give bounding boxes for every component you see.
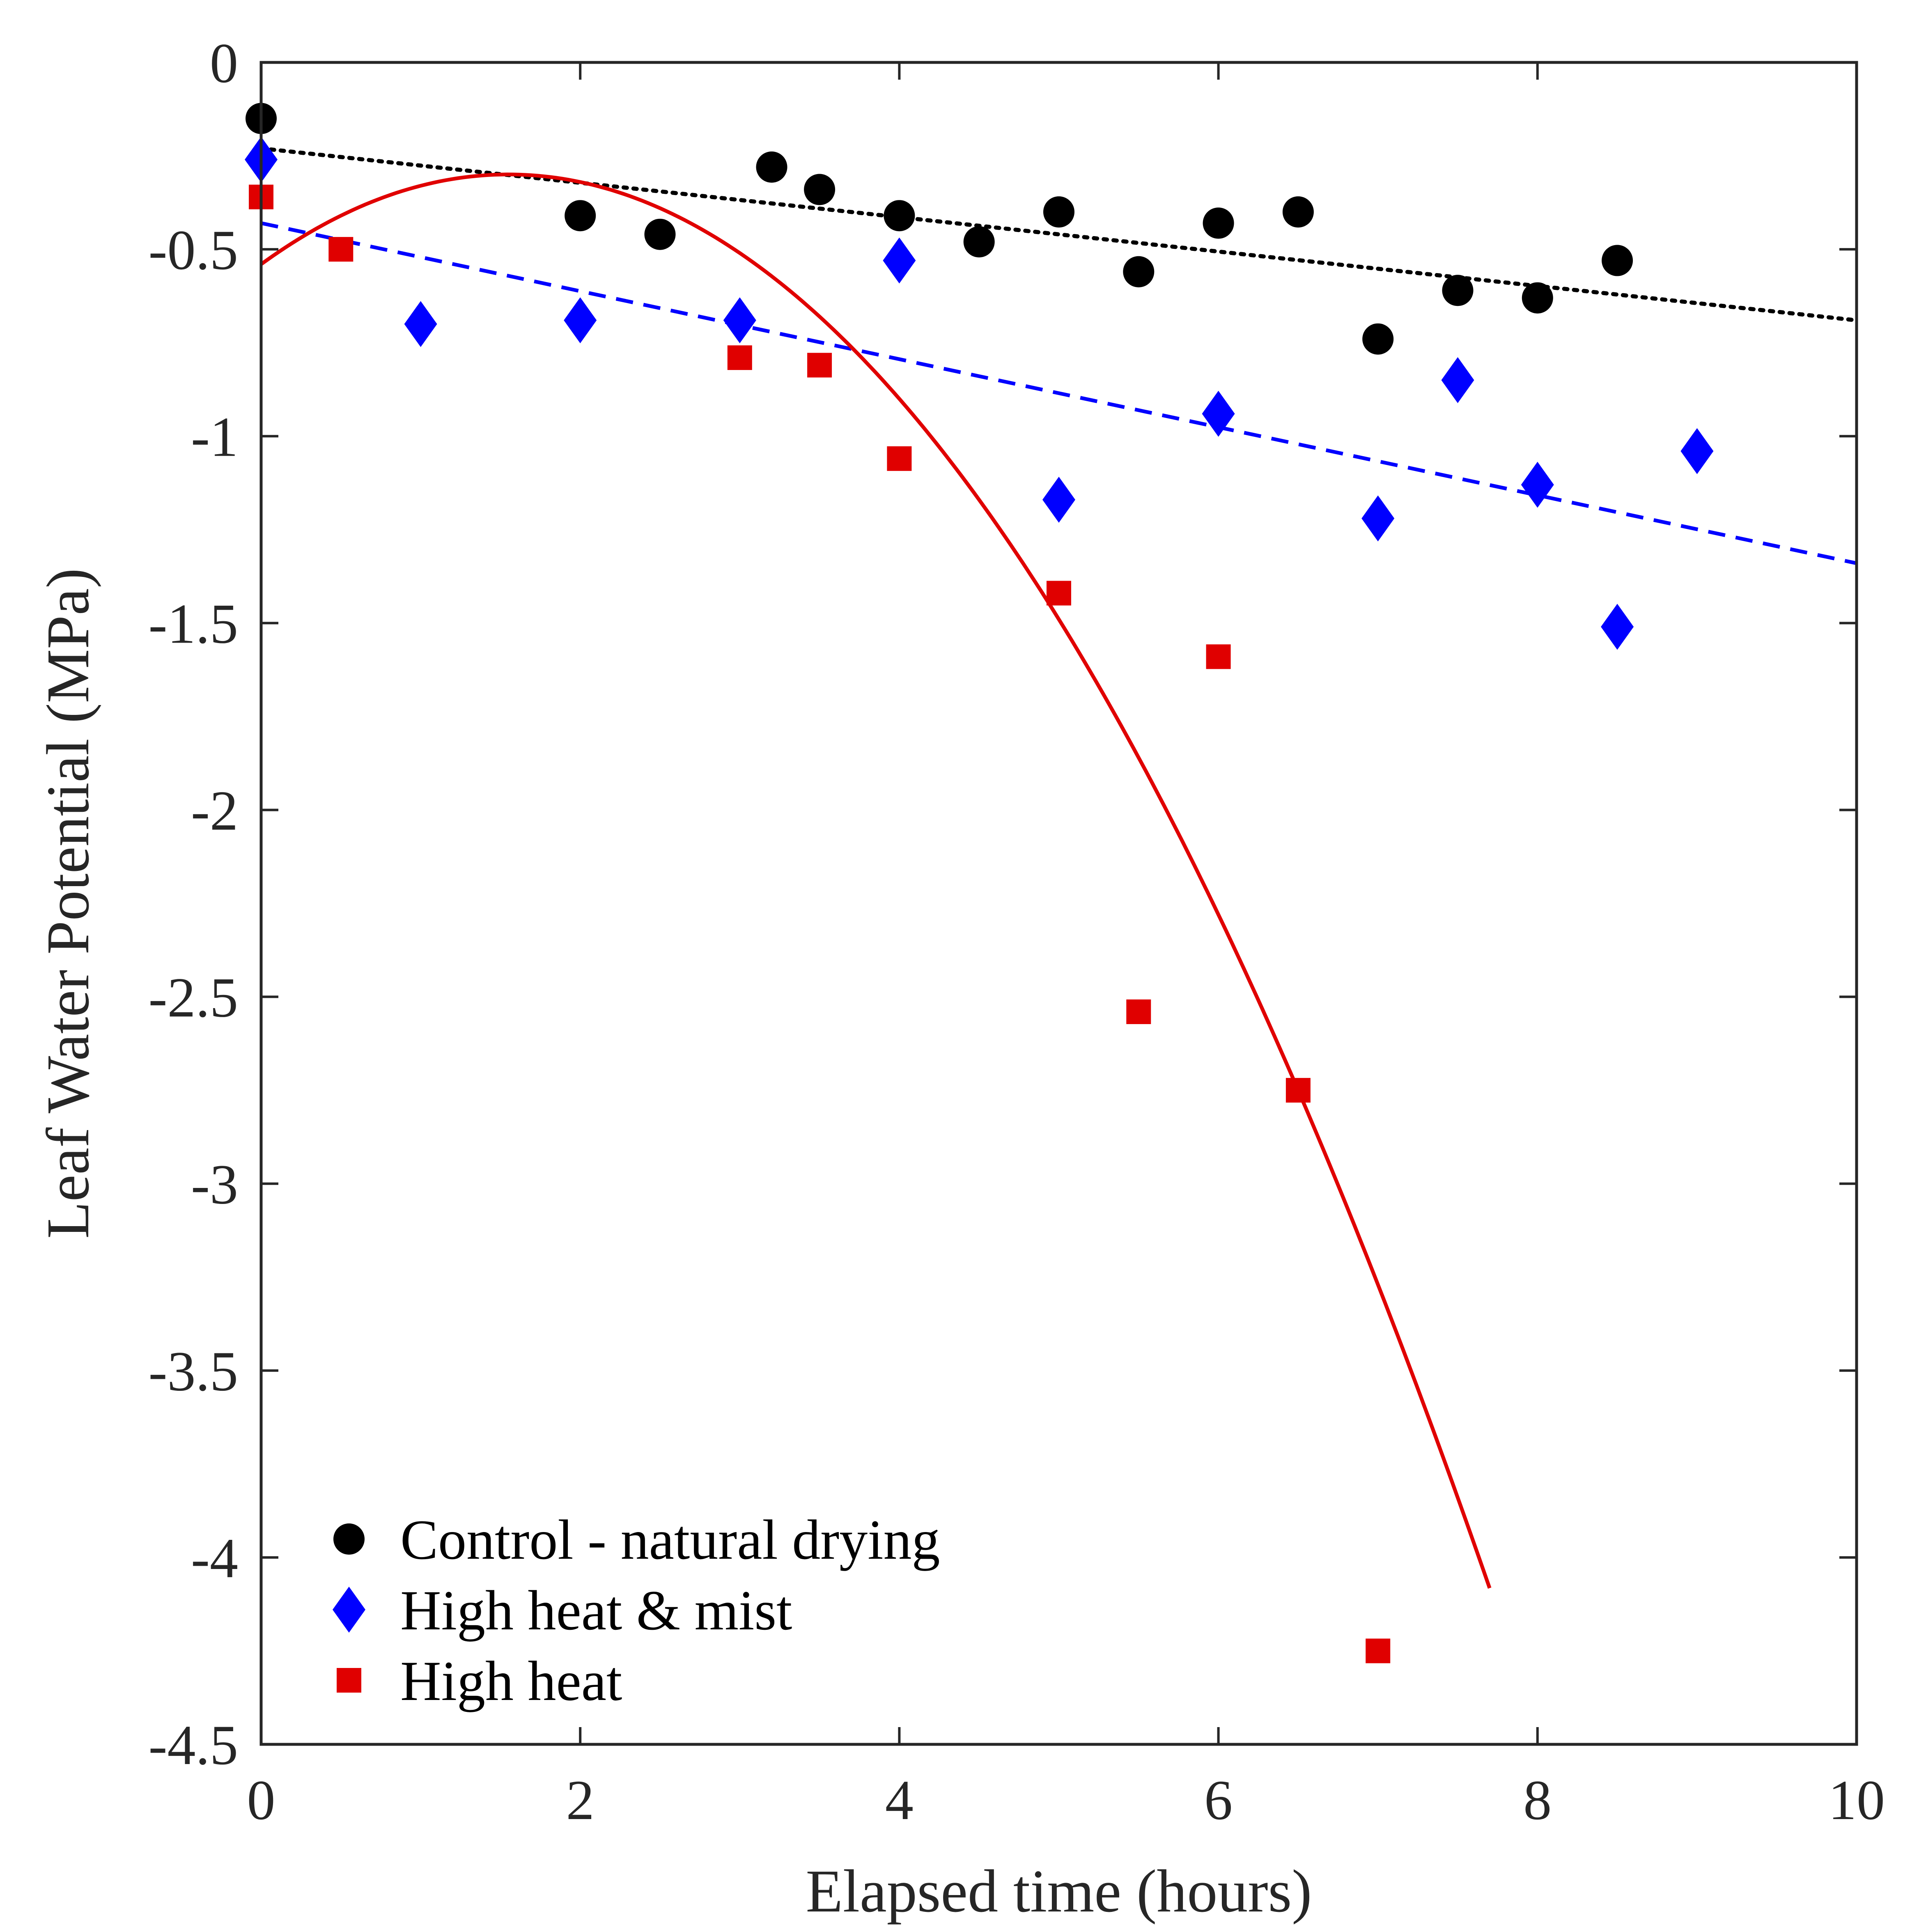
fit-lines — [259, 146, 1859, 1589]
data-point-circle — [1442, 275, 1474, 306]
data-point-diamond — [1042, 476, 1075, 523]
x-tick-label: 10 — [1828, 1769, 1885, 1831]
series-high-heat-mist — [245, 136, 1714, 650]
data-point-circle — [756, 151, 787, 183]
data-point-square — [328, 237, 354, 262]
y-tick-label: -2 — [191, 779, 238, 842]
y-tick-label: -3 — [191, 1153, 238, 1216]
legend-marker-square — [337, 1668, 361, 1693]
data-markers — [245, 103, 1714, 1663]
data-point-circle — [1362, 323, 1394, 355]
data-point-circle — [1043, 196, 1074, 228]
data-point-diamond — [883, 237, 916, 284]
data-point-diamond — [1680, 428, 1714, 474]
y-tick-label: -4 — [191, 1527, 238, 1590]
x-tick-label: 4 — [885, 1769, 914, 1831]
legend: Control - natural drying High heat & mist… — [333, 1508, 940, 1712]
data-point-square — [727, 345, 752, 370]
data-point-circle — [644, 218, 676, 250]
y-tick-label: -0.5 — [149, 218, 238, 281]
axis-ticks: 0 2 4 6 8 10 0 -0.5 -1 -1.5 -2 -2.5 -3 -3.5 -4 -4.5 — [149, 32, 1885, 1831]
data-point-square — [1285, 1078, 1311, 1103]
data-point-square — [1206, 644, 1231, 669]
data-point-square — [1126, 999, 1151, 1024]
y-tick-label: -1.5 — [149, 592, 238, 655]
data-point-diamond — [564, 297, 597, 344]
plot-frame — [259, 61, 1858, 1746]
data-point-circle — [804, 174, 836, 205]
data-point-circle — [1282, 196, 1314, 228]
data-point-diamond — [723, 297, 756, 344]
fit-line-control-natural-drying — [259, 146, 1859, 323]
data-point-diamond — [1202, 391, 1235, 437]
data-point-diamond — [1521, 462, 1554, 508]
data-point-diamond — [404, 301, 437, 347]
data-point-circle — [1602, 245, 1633, 276]
data-point-diamond — [1441, 357, 1474, 403]
x-tick-label: 8 — [1523, 1769, 1552, 1831]
data-point-circle — [1203, 207, 1234, 239]
data-point-square — [1366, 1638, 1391, 1663]
data-point-square — [887, 446, 912, 471]
data-point-circle — [963, 226, 995, 257]
series-high-heat — [249, 184, 1391, 1663]
series-control-natural-drying — [246, 103, 1633, 355]
data-point-circle — [1522, 282, 1553, 314]
legend-marker-circle — [333, 1523, 365, 1555]
y-tick-label: -2.5 — [149, 966, 238, 1029]
x-axis-label: Elapsed time (hours) — [806, 1858, 1312, 1925]
data-point-circle — [565, 200, 596, 232]
fit-line-high-heat — [260, 172, 1492, 1589]
y-axis-label: Leaf Water Potential (MPa) — [34, 568, 102, 1238]
legend-label-control-natural-drying: Control - natural drying — [400, 1508, 940, 1571]
legend-label-high-heat-mist: High heat & mist — [400, 1579, 792, 1642]
data-point-square — [807, 353, 832, 378]
x-tick-label: 2 — [566, 1769, 595, 1831]
y-tick-label: 0 — [210, 32, 238, 94]
data-point-diamond — [1601, 604, 1634, 650]
data-point-diamond — [1361, 495, 1395, 542]
fit-line-high-heat-mist — [261, 221, 1857, 565]
data-point-square — [1047, 581, 1071, 606]
legend-label-high-heat: High heat — [400, 1649, 622, 1712]
legend-marker-diamond — [333, 1587, 365, 1633]
y-tick-label: -4.5 — [149, 1714, 238, 1776]
x-tick-label: 0 — [247, 1769, 275, 1831]
y-tick-label: -3.5 — [149, 1340, 238, 1403]
data-point-circle — [884, 200, 915, 232]
y-tick-label: -1 — [191, 405, 238, 468]
x-tick-label: 6 — [1204, 1769, 1233, 1831]
data-point-circle — [1123, 256, 1155, 287]
